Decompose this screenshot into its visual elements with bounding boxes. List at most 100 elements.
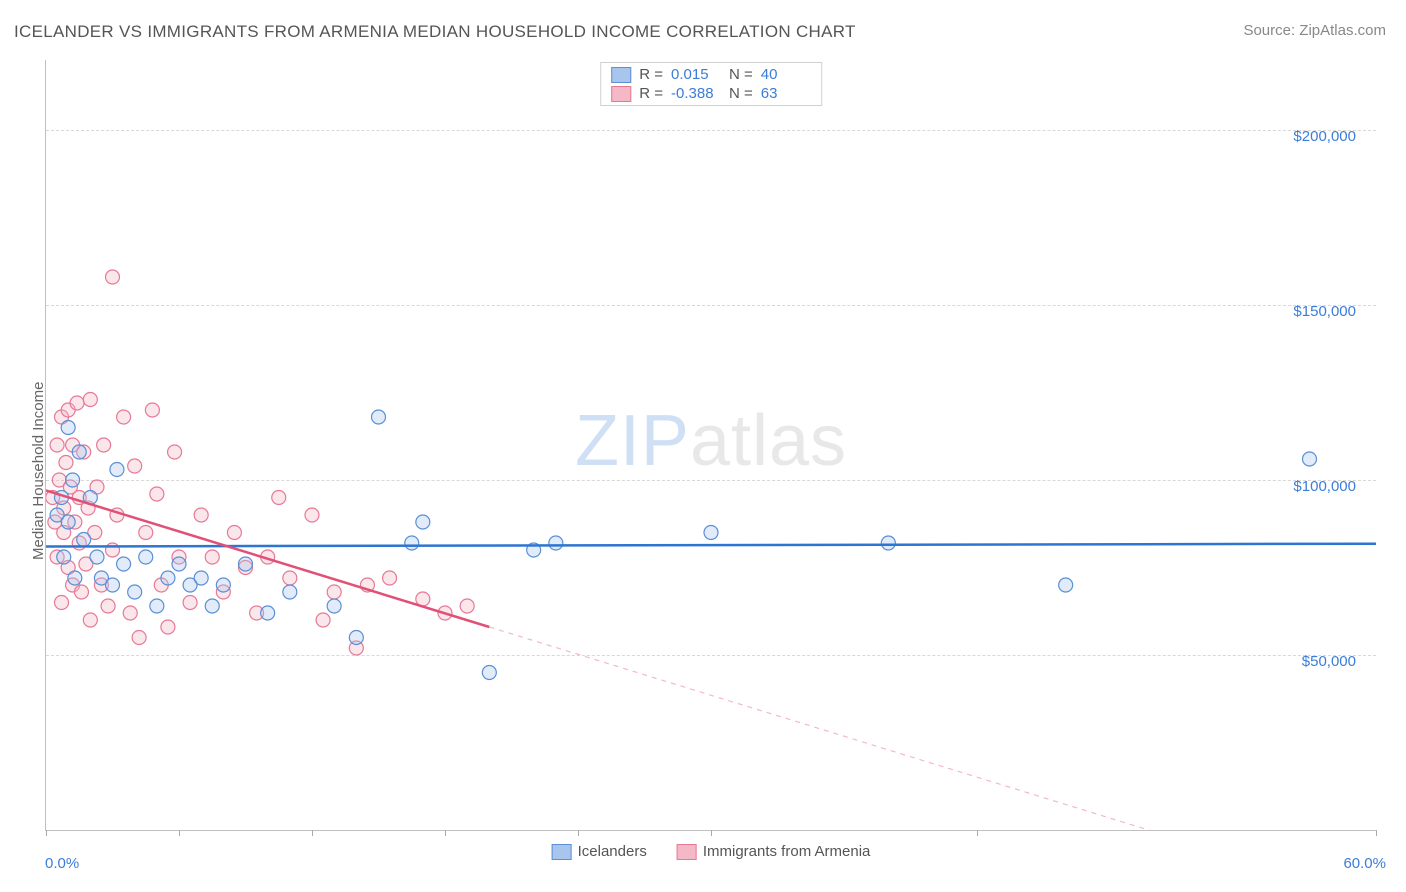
source-label: Source: ZipAtlas.com xyxy=(1243,22,1386,39)
data-point xyxy=(194,508,208,522)
legend-label: Icelanders xyxy=(578,843,647,860)
data-point xyxy=(128,585,142,599)
chart-container: ICELANDER VS IMMIGRANTS FROM ARMENIA MED… xyxy=(0,0,1406,892)
data-point xyxy=(227,526,241,540)
data-point xyxy=(68,571,82,585)
data-point xyxy=(1303,452,1317,466)
data-point xyxy=(145,403,159,417)
data-point xyxy=(239,557,253,571)
data-point xyxy=(205,599,219,613)
data-point xyxy=(83,613,97,627)
data-point xyxy=(881,536,895,550)
data-point xyxy=(72,445,86,459)
data-point xyxy=(272,491,286,505)
legend-swatch-icon xyxy=(552,844,572,860)
x-max-label: 60.0% xyxy=(1343,855,1386,872)
legend-r-value-2: -0.388 xyxy=(671,85,721,102)
data-point xyxy=(704,526,718,540)
y-axis-label: Median Household Income xyxy=(30,382,47,560)
data-point xyxy=(168,445,182,459)
data-point xyxy=(416,515,430,529)
legend-stats-row-1: R = 0.015 N = 40 xyxy=(601,65,821,84)
data-point xyxy=(327,585,341,599)
data-point xyxy=(183,596,197,610)
data-point xyxy=(90,550,104,564)
data-point xyxy=(139,526,153,540)
legend-n-value-1: 40 xyxy=(761,66,811,83)
data-point xyxy=(283,585,297,599)
legend-r-label: R = xyxy=(639,85,663,102)
x-tick xyxy=(445,830,446,836)
data-point xyxy=(139,550,153,564)
legend-r-label: R = xyxy=(639,66,663,83)
x-tick xyxy=(46,830,47,836)
data-point xyxy=(460,599,474,613)
x-tick xyxy=(179,830,180,836)
data-point xyxy=(61,421,75,435)
x-tick xyxy=(578,830,579,836)
data-point xyxy=(383,571,397,585)
data-point xyxy=(57,550,71,564)
data-point xyxy=(327,599,341,613)
data-point xyxy=(106,578,120,592)
data-point xyxy=(132,631,146,645)
data-point xyxy=(106,270,120,284)
legend-stats: R = 0.015 N = 40 R = -0.388 N = 63 xyxy=(600,62,822,106)
data-point xyxy=(66,473,80,487)
legend-swatch-armenia xyxy=(611,86,631,102)
trend-line-dashed xyxy=(489,627,1376,830)
data-point xyxy=(205,550,219,564)
legend-n-value-2: 63 xyxy=(761,85,811,102)
legend-n-label: N = xyxy=(729,85,753,102)
plot-area: ZIPatlas R = 0.015 N = 40 R = -0.388 N =… xyxy=(45,60,1376,831)
data-point xyxy=(150,487,164,501)
data-point xyxy=(549,536,563,550)
data-point xyxy=(77,533,91,547)
data-point xyxy=(372,410,386,424)
x-tick xyxy=(711,830,712,836)
data-point xyxy=(74,585,88,599)
data-point xyxy=(70,396,84,410)
data-point xyxy=(83,393,97,407)
data-point xyxy=(110,463,124,477)
data-point xyxy=(128,459,142,473)
data-point xyxy=(1059,578,1073,592)
data-point xyxy=(194,571,208,585)
trend-line xyxy=(46,544,1376,547)
x-tick xyxy=(977,830,978,836)
data-point xyxy=(316,613,330,627)
data-point xyxy=(55,596,69,610)
legend-item-armenia: Immigrants from Armenia xyxy=(677,843,871,860)
legend-item-icelanders: Icelanders xyxy=(552,843,647,860)
data-point xyxy=(97,438,111,452)
data-point xyxy=(161,620,175,634)
scatter-plot xyxy=(46,60,1376,830)
legend-label: Immigrants from Armenia xyxy=(703,843,871,860)
data-point xyxy=(59,456,73,470)
x-tick xyxy=(1376,830,1377,836)
data-point xyxy=(50,438,64,452)
data-point xyxy=(482,666,496,680)
x-min-label: 0.0% xyxy=(45,855,79,872)
x-tick xyxy=(312,830,313,836)
data-point xyxy=(216,578,230,592)
legend-series: Icelanders Immigrants from Armenia xyxy=(552,843,871,860)
data-point xyxy=(161,571,175,585)
data-point xyxy=(283,571,297,585)
legend-n-label: N = xyxy=(729,66,753,83)
data-point xyxy=(349,631,363,645)
chart-title: ICELANDER VS IMMIGRANTS FROM ARMENIA MED… xyxy=(14,22,856,42)
legend-r-value-1: 0.015 xyxy=(671,66,721,83)
data-point xyxy=(405,536,419,550)
data-point xyxy=(117,410,131,424)
legend-swatch-icelanders xyxy=(611,67,631,83)
data-point xyxy=(123,606,137,620)
data-point xyxy=(261,606,275,620)
legend-stats-row-2: R = -0.388 N = 63 xyxy=(601,84,821,103)
data-point xyxy=(101,599,115,613)
legend-swatch-icon xyxy=(677,844,697,860)
data-point xyxy=(172,557,186,571)
data-point xyxy=(150,599,164,613)
data-point xyxy=(61,515,75,529)
data-point xyxy=(117,557,131,571)
